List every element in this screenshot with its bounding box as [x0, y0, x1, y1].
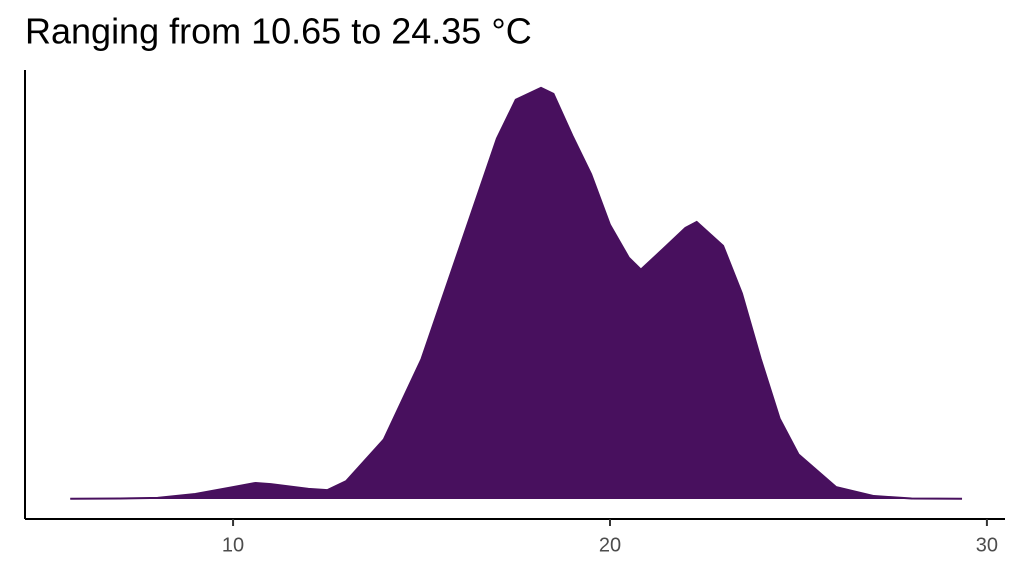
density-line — [70, 86, 963, 500]
chart-title: Ranging from 10.65 to 24.35 °C — [25, 11, 532, 52]
x-tick-label: 30 — [976, 534, 998, 556]
density-area — [70, 87, 963, 500]
x-tick-label: 10 — [222, 534, 244, 556]
x-tick-label: 20 — [599, 534, 621, 556]
